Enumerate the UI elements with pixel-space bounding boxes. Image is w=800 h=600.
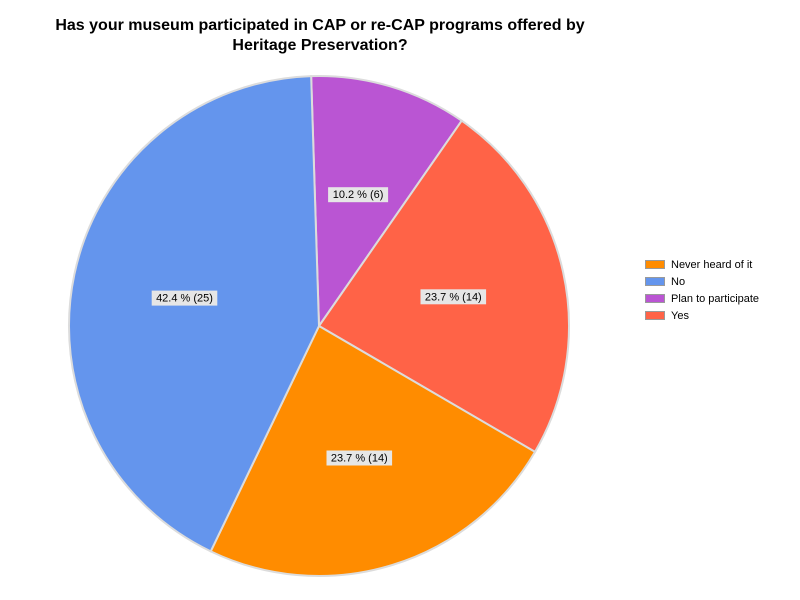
chart-legend: Never heard of it No Plan to participate… — [645, 256, 759, 324]
legend-swatch — [645, 277, 665, 286]
legend-item: Plan to participate — [645, 290, 759, 307]
chart-title: Has your museum participated in CAP or r… — [55, 17, 585, 54]
legend-item: Never heard of it — [645, 256, 759, 273]
legend-item: Yes — [645, 307, 759, 324]
legend-swatch — [645, 260, 665, 269]
legend-item: No — [645, 273, 759, 290]
legend-swatch — [645, 311, 665, 320]
legend-label: No — [671, 275, 686, 288]
slice-label-text: 42.4 % (25) — [156, 293, 213, 305]
slice-label: 23.7 % (14) — [326, 450, 393, 466]
slice-label-text: 23.7 % (14) — [331, 453, 388, 465]
legend-label: Never heard of it — [671, 258, 753, 271]
legend-label: Yes — [671, 309, 689, 322]
slice-label-text: 10.2 % (6) — [333, 189, 384, 201]
slice-label: 42.4 % (25) — [151, 290, 218, 306]
slice-label: 10.2 % (6) — [328, 187, 389, 203]
slice-label-background — [151, 290, 218, 306]
slice-label: 23.7 % (14) — [420, 289, 487, 305]
slice-label-background — [420, 289, 487, 305]
legend-swatch — [645, 294, 665, 303]
slice-label-background — [326, 450, 393, 466]
pie-slice — [317, 119, 570, 454]
slice-label-background — [328, 187, 389, 203]
legend-label: Plan to participate — [671, 292, 760, 305]
pie-slice — [68, 75, 321, 553]
slice-label-text: 23.7 % (14) — [425, 291, 482, 303]
